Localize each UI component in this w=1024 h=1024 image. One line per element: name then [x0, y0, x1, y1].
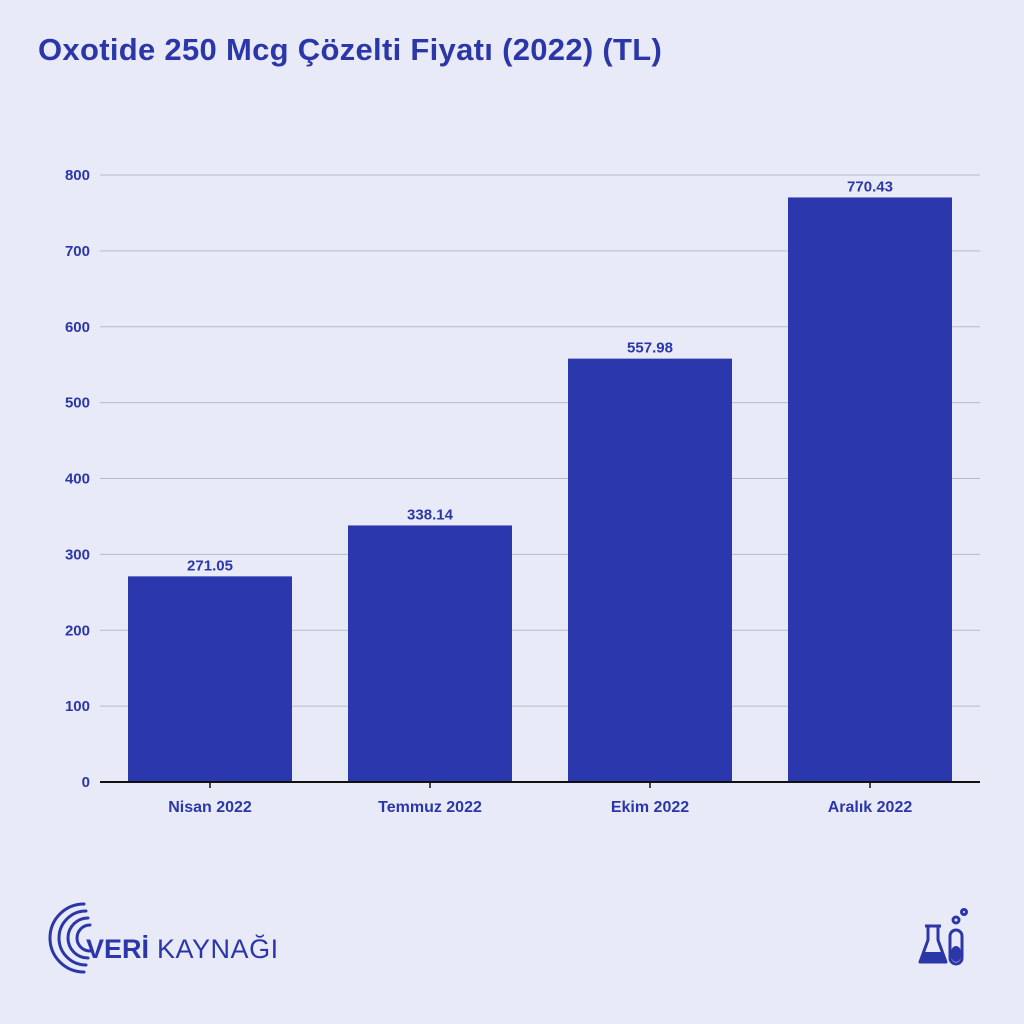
bar	[568, 358, 732, 782]
y-tick-label: 300	[65, 546, 90, 563]
data-label: 338.14	[407, 506, 454, 523]
x-tick-label: Ekim 2022	[611, 799, 689, 816]
data-label: 557.98	[627, 340, 673, 357]
chart-title: Oxotide 250 Mcg Çözelti Fiyatı (2022) (T…	[38, 32, 663, 67]
y-tick-label: 700	[65, 243, 90, 260]
veri-kaynagi-logo-icon	[48, 902, 92, 974]
brand-light: KAYNAĞI	[149, 934, 279, 964]
data-label: 271.05	[187, 557, 233, 574]
brand-name: VERİ KAYNAĞI	[86, 934, 279, 965]
data-label: 770.43	[847, 178, 893, 195]
y-tick-label: 0	[82, 774, 90, 791]
flask-icon	[918, 908, 968, 966]
x-tick-label: Aralık 2022	[828, 799, 913, 816]
x-tick-label: Nisan 2022	[168, 799, 252, 816]
y-tick-label: 500	[65, 395, 90, 412]
y-tick-label: 200	[65, 622, 90, 639]
y-tick-label: 400	[65, 471, 90, 488]
bar	[128, 576, 292, 782]
x-tick-label: Temmuz 2022	[378, 799, 482, 816]
y-tick-label: 100	[65, 698, 90, 715]
y-tick-label: 800	[65, 167, 90, 184]
bar	[348, 525, 512, 782]
brand-bold: VERİ	[86, 934, 150, 964]
y-tick-label: 600	[65, 319, 90, 336]
bar	[788, 197, 952, 783]
